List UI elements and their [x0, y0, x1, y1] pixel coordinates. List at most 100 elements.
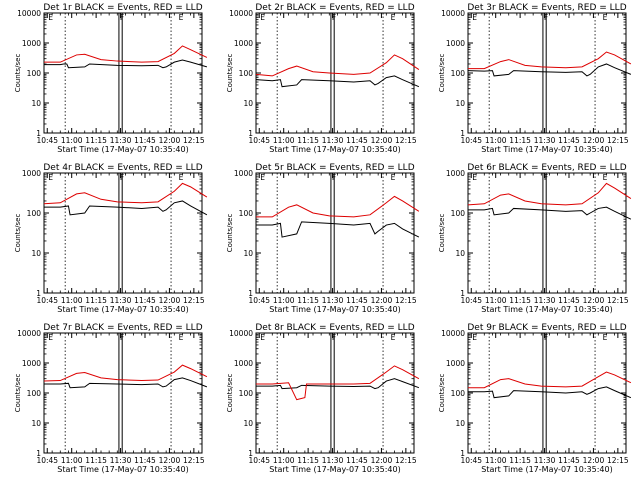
series-line-events — [44, 200, 208, 216]
series-line-events — [44, 377, 208, 389]
panel-title: Det 6r BLACK = Events, RED = LLD — [467, 163, 626, 173]
x-tick-label: 12:15 — [607, 456, 629, 465]
x-tick-label: 12:00 — [371, 136, 393, 145]
y-tick-label: 1000 — [234, 169, 253, 178]
x-axis-label: Start Time (17-May-07 10:35:40) — [57, 465, 188, 474]
x-tick-label: 11:30 — [110, 456, 132, 465]
x-axis-label: Start Time (17-May-07 10:35:40) — [481, 465, 612, 474]
y-tick-label: 10 — [243, 419, 253, 428]
x-tick-label: 11:45 — [558, 296, 580, 305]
series-line-lld — [256, 195, 420, 218]
series-line-lld — [468, 51, 632, 70]
x-tick-label: 11:00 — [61, 456, 83, 465]
x-tick-label: 12:15 — [607, 296, 629, 305]
panel-title: Det 2r BLACK = Events, RED = LLD — [255, 3, 414, 13]
x-tick-label: 12:15 — [183, 456, 205, 465]
x-tick-label: 11:45 — [346, 296, 368, 305]
detector-panel: Det 3r BLACK = Events, RED = LLD 1 10 100 10… — [438, 3, 632, 154]
x-axis-label: Start Time (17-May-07 10:35:40) — [481, 305, 612, 314]
x-tick-label: 12:00 — [583, 136, 605, 145]
x-tick-label: 11:00 — [485, 136, 507, 145]
y-tick-label: 1 — [460, 449, 465, 458]
y-tick-label: 1000 — [446, 359, 465, 368]
x-tick-label: 11:30 — [534, 456, 556, 465]
series-line-events — [467, 63, 632, 77]
x-tick-label: 12:15 — [395, 296, 417, 305]
panel-title: Det 5r BLACK = Events, RED = LLD — [255, 163, 414, 173]
detector-panel: Det 9r BLACK = Events, RED = LLD 1 10 100 10… — [438, 323, 632, 474]
series-line-events — [44, 59, 208, 69]
x-tick-label: 11:45 — [346, 456, 368, 465]
y-axis-label: Counts/sec — [438, 54, 446, 93]
x-tick-label: 10:45 — [36, 296, 58, 305]
y-tick-label: 1 — [248, 449, 253, 458]
flag-marker-label: F — [120, 333, 124, 342]
flag-marker-label: E — [179, 173, 184, 182]
series-line-lld — [255, 54, 420, 77]
x-tick-label: 11:15 — [297, 456, 319, 465]
x-tick-label: 10:45 — [460, 296, 482, 305]
flag-marker-label: E — [472, 13, 477, 22]
x-tick-label: 11:15 — [85, 136, 107, 145]
y-axis-label: Counts/sec — [14, 374, 22, 413]
y-tick-label: 100 — [27, 209, 42, 218]
x-tick-label: 11:00 — [273, 296, 295, 305]
y-tick-label: 100 — [451, 209, 466, 218]
plot-frame — [255, 332, 415, 454]
x-tick-label: 10:45 — [248, 456, 270, 465]
x-tick-label: 11:15 — [509, 296, 531, 305]
flag-marker-label: E — [260, 333, 265, 342]
y-tick-label: 10000 — [17, 329, 41, 338]
y-axis-label: Counts/sec — [14, 54, 22, 93]
panel-title: Det 8r BLACK = Events, RED = LLD — [255, 323, 414, 333]
x-tick-label: 12:15 — [183, 136, 205, 145]
series-line-events — [256, 221, 420, 238]
series-line-lld — [468, 371, 632, 389]
flag-marker-label: E — [603, 173, 608, 182]
y-tick-label: 10 — [243, 99, 253, 108]
detector-panel: Det 2r BLACK = Events, RED = LLD 1 10 100 10… — [226, 3, 420, 154]
series-line-events — [256, 378, 420, 390]
y-tick-label: 10 — [31, 249, 41, 258]
x-tick-label: 11:30 — [322, 296, 344, 305]
flag-marker-label: E — [179, 333, 184, 342]
y-tick-label: 100 — [451, 389, 466, 398]
y-tick-label: 1 — [36, 449, 41, 458]
x-tick-label: 11:45 — [558, 456, 580, 465]
y-axis-label: Counts/sec — [226, 54, 234, 93]
y-tick-label: 1 — [36, 289, 41, 298]
y-axis-label: Counts/sec — [14, 214, 22, 253]
series-line-events — [468, 386, 632, 399]
x-tick-label: 11:30 — [110, 296, 132, 305]
y-tick-label: 10 — [455, 249, 465, 258]
x-axis-label: Start Time (17-May-07 10:35:40) — [269, 305, 400, 314]
y-tick-label: 10000 — [229, 329, 253, 338]
x-tick-label: 11:15 — [85, 296, 107, 305]
flag-marker-label: E — [603, 333, 608, 342]
flag-marker-label: F — [332, 333, 336, 342]
x-tick-label: 11:00 — [273, 456, 295, 465]
series-line-lld — [44, 45, 208, 63]
flag-marker-label: F — [544, 173, 548, 182]
x-tick-label: 11:00 — [61, 136, 83, 145]
flag-marker-label: F — [544, 333, 548, 342]
x-tick-label: 12:00 — [159, 296, 181, 305]
y-tick-label: 10 — [455, 419, 465, 428]
x-tick-label: 12:15 — [395, 456, 417, 465]
x-tick-label: 11:00 — [61, 296, 83, 305]
x-tick-label: 11:15 — [509, 456, 531, 465]
x-axis-label: Start Time (17-May-07 10:35:40) — [57, 305, 188, 314]
y-tick-label: 1000 — [234, 39, 253, 48]
x-tick-label: 12:00 — [159, 136, 181, 145]
flag-marker-label: F — [120, 173, 124, 182]
panel-title: Det 9r BLACK = Events, RED = LLD — [467, 323, 626, 333]
y-tick-label: 10 — [243, 249, 253, 258]
x-tick-label: 11:00 — [485, 456, 507, 465]
x-tick-label: 11:45 — [134, 456, 156, 465]
x-tick-label: 10:45 — [248, 296, 270, 305]
y-tick-label: 1000 — [446, 39, 465, 48]
detector-panel: Det 8r BLACK = Events, RED = LLD 1 10 100 10… — [226, 323, 420, 474]
flag-marker-label: F — [120, 13, 124, 22]
y-tick-label: 10 — [455, 99, 465, 108]
